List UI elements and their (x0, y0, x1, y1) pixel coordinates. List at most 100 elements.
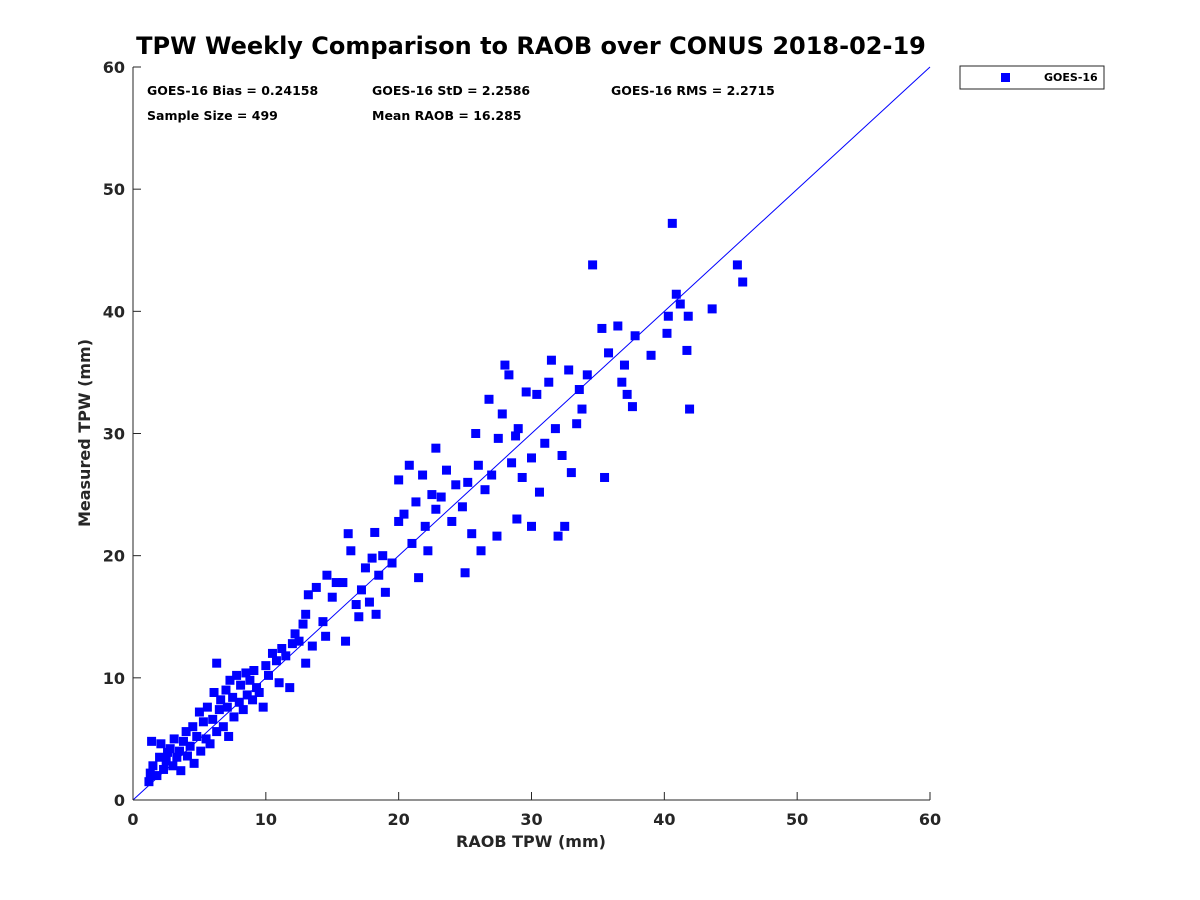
y-tick-label: 60 (103, 58, 125, 77)
data-point (351, 600, 361, 610)
data-point (394, 475, 404, 485)
data-point (707, 304, 717, 314)
data-point (540, 438, 550, 448)
data-point (261, 661, 271, 671)
data-point (557, 450, 567, 460)
data-point (617, 377, 627, 387)
data-point (544, 377, 554, 387)
data-point (161, 756, 171, 766)
x-tick-label: 30 (520, 810, 542, 829)
data-point (374, 570, 384, 580)
data-point (185, 741, 195, 751)
data-point (463, 477, 473, 487)
one-to-one-reference-line (132, 66, 931, 801)
data-point (431, 504, 441, 514)
data-point (245, 675, 255, 685)
data-point (532, 389, 542, 399)
data-point (236, 680, 246, 690)
data-point (500, 360, 510, 370)
data-point (550, 424, 560, 434)
x-tick-label: 10 (255, 810, 277, 829)
data-point (732, 260, 742, 270)
data-point (249, 666, 259, 676)
data-point (427, 490, 437, 500)
data-point (512, 514, 522, 524)
data-point (553, 531, 563, 541)
data-point (218, 722, 228, 732)
data-point (194, 707, 204, 717)
data-point (423, 546, 433, 556)
data-points (144, 218, 748, 787)
y-ticks: 0 10 20 30 40 50 60 (103, 58, 141, 810)
data-point (188, 722, 198, 732)
data-point (511, 431, 521, 441)
data-point (258, 702, 268, 712)
data-point (271, 656, 281, 666)
data-point (521, 387, 531, 397)
data-point (144, 777, 154, 787)
data-point (287, 639, 297, 649)
data-point (318, 617, 328, 627)
data-point (222, 702, 232, 712)
data-point (181, 727, 191, 737)
data-point (182, 751, 192, 761)
data-point (209, 687, 219, 697)
data-point (201, 734, 211, 744)
data-point (285, 683, 295, 693)
data-point (447, 516, 457, 526)
legend-label-goes16: GOES-16 (1044, 71, 1098, 84)
x-tick-label: 40 (653, 810, 675, 829)
data-point (588, 260, 598, 270)
data-point (675, 299, 685, 309)
data-point (683, 311, 693, 321)
data-point (671, 289, 681, 299)
data-point (572, 419, 582, 429)
data-point (248, 695, 258, 705)
data-point (354, 612, 364, 622)
data-point (232, 670, 242, 680)
data-point (159, 764, 169, 774)
data-point (174, 746, 184, 756)
data-point (504, 370, 514, 380)
data-point (165, 744, 175, 754)
data-point (622, 389, 632, 399)
data-point (380, 587, 390, 597)
data-point (582, 370, 592, 380)
data-point (364, 597, 374, 607)
data-point (178, 736, 188, 746)
data-point (527, 521, 536, 531)
data-point (451, 480, 461, 490)
x-axis-label: RAOB TPW (mm) (456, 832, 606, 851)
data-point (546, 355, 556, 365)
data-point (169, 734, 179, 744)
data-point (225, 675, 235, 685)
data-point (192, 731, 202, 741)
data-point (630, 331, 640, 341)
data-point (480, 485, 490, 495)
data-point (534, 487, 544, 497)
data-point (202, 702, 212, 712)
data-point (189, 758, 199, 768)
data-point (152, 771, 162, 781)
data-point (176, 766, 186, 776)
plot-area: 0 10 20 30 40 50 60 0 10 20 30 40 50 60 (103, 58, 941, 829)
data-point (604, 348, 614, 358)
data-point (441, 465, 451, 475)
data-point (301, 609, 311, 619)
data-point (662, 328, 672, 338)
x-tick-label: 0 (127, 810, 138, 829)
y-tick-label: 40 (103, 302, 125, 321)
x-tick-label: 20 (388, 810, 410, 829)
data-point (145, 768, 155, 778)
data-point (420, 521, 430, 531)
stat-std: GOES-16 StD = 2.2586 (372, 83, 530, 98)
data-point (205, 739, 215, 749)
data-point (577, 404, 587, 414)
data-point (172, 752, 182, 762)
legend-box (959, 65, 1105, 90)
data-point (597, 323, 607, 333)
stat-sample-size: Sample Size = 499 (147, 108, 278, 123)
data-point (431, 443, 441, 453)
data-point (212, 727, 222, 737)
data-point (471, 429, 481, 438)
